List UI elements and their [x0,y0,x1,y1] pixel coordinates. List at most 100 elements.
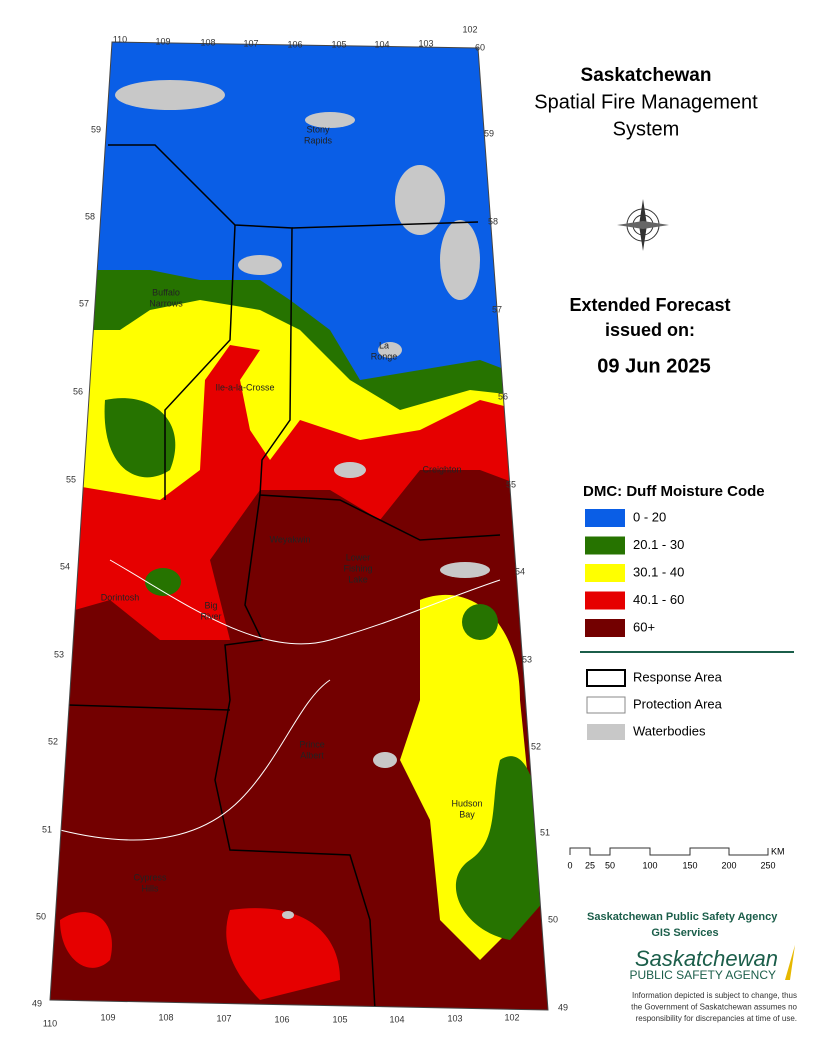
grid-label: 57 [79,298,89,308]
scale-label: 50 [605,860,615,870]
place-label: Hills [142,883,159,893]
subtitle: Spatial Fire Management [534,91,758,113]
grid-label: 59 [91,124,101,134]
scale-bar [569,847,769,856]
legend-label: 20.1 - 30 [633,537,684,552]
agency-unit: GIS Services [651,927,718,939]
place-label: Bay [459,809,475,819]
grid-label: 59 [484,128,494,138]
disclaimer: the Government of Saskatchewan assumes n… [631,1003,797,1012]
grid-label: 109 [100,1012,115,1022]
legend-swatch [585,564,625,582]
grid-label: 58 [85,211,95,221]
compass [617,199,669,251]
legend-swatch [585,619,625,637]
legend-swatch [585,536,625,555]
grid-label: 106 [287,39,302,49]
grid-label: 105 [332,1014,347,1024]
legend-swatch [586,669,626,687]
legend-label: 40.1 - 60 [633,592,684,607]
place-label: Buffalo [152,287,180,297]
map-body [50,42,548,1010]
forecast-label: issued on: [605,320,695,340]
logo-text: Saskatchewan [635,946,778,971]
forecast-date: 09 Jun 2025 [597,355,710,377]
place-label: Narrows [149,298,183,308]
grid-label: 107 [216,1013,231,1023]
scale-label: 150 [682,860,697,870]
place-label: Hudson [451,798,482,808]
grid-label: 60 [475,42,485,52]
grid-label: 102 [504,1012,519,1022]
subtitle: System [613,118,680,140]
rivers [59,679,331,841]
grid-label: 53 [54,649,64,659]
legend-label: Protection Area [633,696,723,711]
scale-unit: KM [771,846,785,856]
scale-label: 100 [642,860,657,870]
zone-20-30 [462,604,498,640]
place-label: La [379,340,389,350]
place-label: Big [204,600,217,610]
grid-label: 110 [113,34,127,44]
zone-20-30 [455,756,545,940]
place-label: Stony [306,124,330,134]
grid-label: 51 [540,827,550,837]
grid-label: 102 [462,24,477,34]
logo-mark [785,945,795,980]
legend-label: Response Area [633,669,723,684]
response-areas [67,144,501,1010]
place-label: Ronge [371,351,398,361]
grid-label: 49 [32,998,42,1008]
grid-label: 56 [498,391,508,401]
grid-label: 56 [73,386,83,396]
grid-label: 50 [548,914,558,924]
waterbodies [115,80,490,919]
place-label: Prince [299,739,325,749]
disclaimer: Information depicted is subject to chang… [632,991,797,1000]
place-label: Albert [300,750,324,760]
grid-label: 106 [274,1014,289,1024]
legend-title: DMC: Duff Moisture Code [583,483,765,500]
agency-name: Saskatchewan Public Safety Agency [587,911,778,923]
grid-label: 103 [418,38,433,48]
zone-40-60 [60,912,112,968]
logo-subtext: PUBLIC SAFETY AGENCY [630,968,777,982]
grid-label: 109 [155,36,170,46]
grid-label: 105 [331,39,346,49]
grid-label: 54 [515,566,525,576]
grid-label: 104 [374,39,389,49]
forecast-label: Extended Forecast [569,295,730,315]
grid-label: 52 [48,736,58,746]
place-label: Creighton [422,464,461,474]
place-label: Cypress [133,872,167,882]
grid-label: 50 [36,911,46,921]
grid-label: 51 [42,824,52,834]
title: Saskatchewan [581,65,712,86]
scale-label: 200 [721,860,736,870]
scale-label: 250 [760,860,775,870]
legend-swatch [587,724,625,740]
place-label: River [200,611,221,621]
legend-label: 0 - 20 [633,509,666,524]
rivers [109,559,501,645]
legend-label: Waterbodies [633,723,706,738]
legend-label: 60+ [633,619,655,634]
grid-label: 55 [506,479,516,489]
province-outline [49,41,549,1011]
grid-label: 49 [558,1002,568,1012]
grid-label: 107 [243,38,258,48]
disclaimer: responsibility for discrepancies at time… [636,1014,797,1023]
place-label: Ile-a-la-Crosse [215,382,274,392]
place-label: Dorintosh [101,592,140,602]
grid-label: 108 [200,37,215,47]
place-label: Rapids [304,135,333,145]
grid-label: 52 [531,741,541,751]
scale-label: 25 [585,860,595,870]
place-label: Weyakwin [270,534,311,544]
grid-label: 54 [60,561,70,571]
grid-label: 110 [43,1018,57,1028]
grid-label: 58 [488,216,498,226]
place-label: Lake [348,574,368,584]
